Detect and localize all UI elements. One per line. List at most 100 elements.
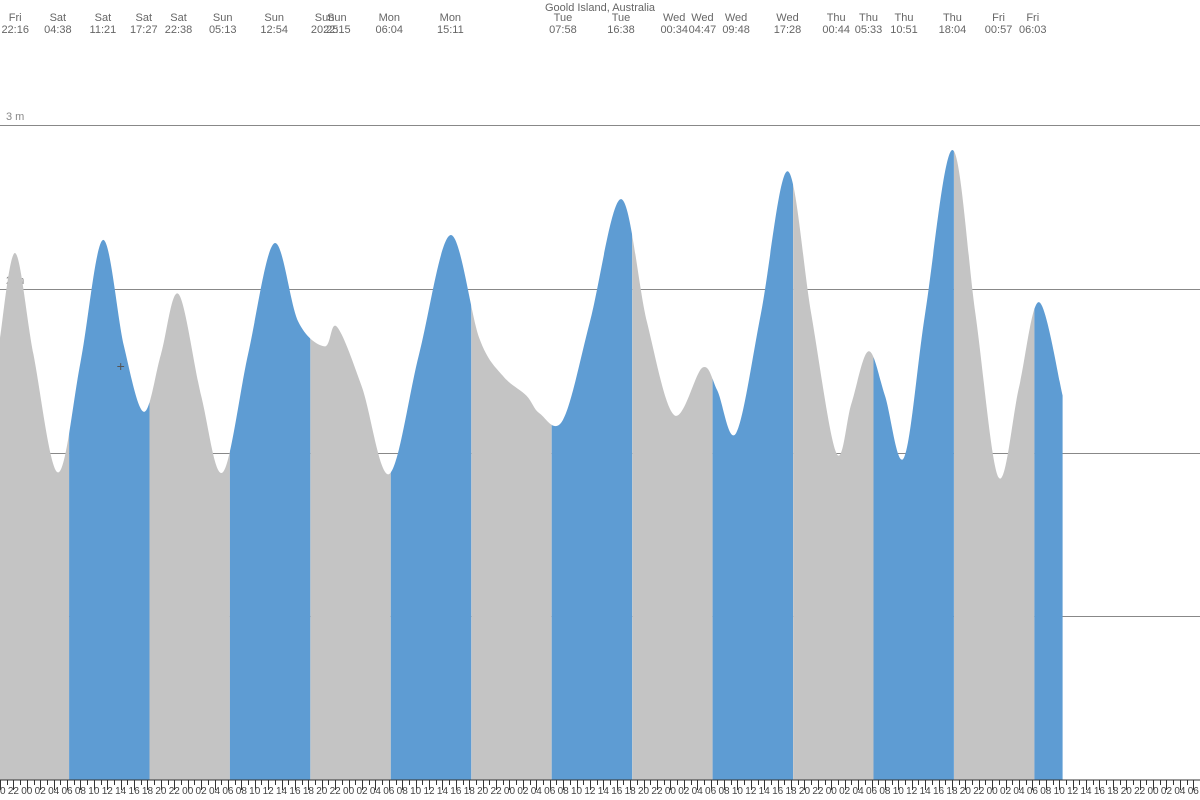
x-tick-label: 00 (987, 786, 998, 797)
x-tick-minor (664, 780, 665, 785)
x-tick-label: 10 (410, 786, 421, 797)
x-tick-minor (744, 780, 745, 785)
x-tick-minor (261, 780, 262, 785)
x-tick-label: 02 (1161, 786, 1172, 797)
x-tick-minor (101, 780, 102, 785)
x-tick-label: 02 (1000, 786, 1011, 797)
x-tick-minor (731, 780, 732, 785)
x-tick-minor (328, 780, 329, 785)
plot-area: 0 m1 m2 m3 m +20220002040608101214161820… (0, 0, 1200, 800)
x-tick-label: 20 (477, 786, 488, 797)
x-tick-label: 20 (638, 786, 649, 797)
x-tick-minor (623, 780, 624, 785)
x-tick-label: 06 (61, 786, 72, 797)
x-tick-label: 22 (8, 786, 19, 797)
x-tick-minor (127, 780, 128, 785)
x-tick-minor (985, 780, 986, 785)
x-tick-minor (1187, 780, 1188, 785)
x-tick-label: 04 (370, 786, 381, 797)
x-tick-minor (610, 780, 611, 785)
x-tick-minor (47, 780, 48, 785)
x-tick-minor (959, 780, 960, 785)
x-tick-label: 22 (491, 786, 502, 797)
x-tick-label: 22 (651, 786, 662, 797)
x-tick-label: 04 (531, 786, 542, 797)
x-tick-minor (932, 780, 933, 785)
x-tick-label: 10 (1054, 786, 1065, 797)
x-tick-label: 16 (289, 786, 300, 797)
x-tick-label: 00 (826, 786, 837, 797)
x-tick-label: 14 (598, 786, 609, 797)
tide-svg (0, 0, 1200, 800)
x-tick-minor (918, 780, 919, 785)
x-tick-minor (851, 780, 852, 785)
x-tick-label: 06 (1188, 786, 1199, 797)
x-tick-label: 14 (437, 786, 448, 797)
x-tick-label: 00 (665, 786, 676, 797)
x-tick-label: 22 (169, 786, 180, 797)
x-tick-label: 00 (21, 786, 32, 797)
marker-cross: + (116, 360, 124, 376)
x-tick-label: 22 (330, 786, 341, 797)
x-tick-label: 14 (759, 786, 770, 797)
x-tick-label: 02 (517, 786, 528, 797)
x-tick-minor (369, 780, 370, 785)
x-tick-minor (208, 780, 209, 785)
x-tick-minor (1079, 780, 1080, 785)
x-tick-minor (1120, 780, 1121, 785)
x-tick-minor (1093, 780, 1094, 785)
x-tick-minor (1066, 780, 1067, 785)
x-tick-label: 02 (196, 786, 207, 797)
x-tick-minor (463, 780, 464, 785)
x-tick-minor (87, 780, 88, 785)
x-tick-minor (235, 780, 236, 785)
x-tick-label: 16 (772, 786, 783, 797)
x-tick-label: 00 (343, 786, 354, 797)
x-tick-minor (114, 780, 115, 785)
x-tick-minor (248, 780, 249, 785)
x-tick-label: 02 (356, 786, 367, 797)
x-tick-minor (1026, 780, 1027, 785)
x-tick-minor (449, 780, 450, 785)
x-tick-minor (436, 780, 437, 785)
x-tick-minor (945, 780, 946, 785)
x-tick-minor (972, 780, 973, 785)
x-tick-minor (1012, 780, 1013, 785)
x-tick-label: 04 (853, 786, 864, 797)
x-tick-label: 16 (450, 786, 461, 797)
x-tick-minor (1133, 780, 1134, 785)
x-tick-label: 08 (718, 786, 729, 797)
x-tick-minor (865, 780, 866, 785)
x-tick-minor (905, 780, 906, 785)
x-tick-label: 12 (102, 786, 113, 797)
x-tick-label: 12 (423, 786, 434, 797)
x-tick-label: 06 (222, 786, 233, 797)
tide-chart: Goold Island, Australia Fri22:16Sat04:38… (0, 0, 1200, 800)
x-tick-minor (798, 780, 799, 785)
x-tick-minor (396, 780, 397, 785)
x-tick-label: 18 (946, 786, 957, 797)
x-tick-label: 20 (155, 786, 166, 797)
x-tick-minor (168, 780, 169, 785)
x-tick-minor (771, 780, 772, 785)
x-tick-label: 16 (1094, 786, 1105, 797)
x-tick-label: 22 (812, 786, 823, 797)
x-tick-label: 12 (906, 786, 917, 797)
x-tick-minor (825, 780, 826, 785)
x-tick-label: 22 (973, 786, 984, 797)
x-tick-label: 10 (732, 786, 743, 797)
x-tick-minor (355, 780, 356, 785)
x-tick-minor (597, 780, 598, 785)
x-tick-minor (999, 780, 1000, 785)
x-tick-label: 00 (1148, 786, 1159, 797)
x-tick-label: 04 (1174, 786, 1185, 797)
x-tick-minor (878, 780, 879, 785)
x-tick-minor (516, 780, 517, 785)
x-tick-minor (543, 780, 544, 785)
x-tick-minor (141, 780, 142, 785)
x-tick-label: 20 (0, 786, 6, 797)
x-tick-minor (74, 780, 75, 785)
x-tick-minor (476, 780, 477, 785)
x-tick-label: 08 (558, 786, 569, 797)
x-tick-label: 10 (893, 786, 904, 797)
